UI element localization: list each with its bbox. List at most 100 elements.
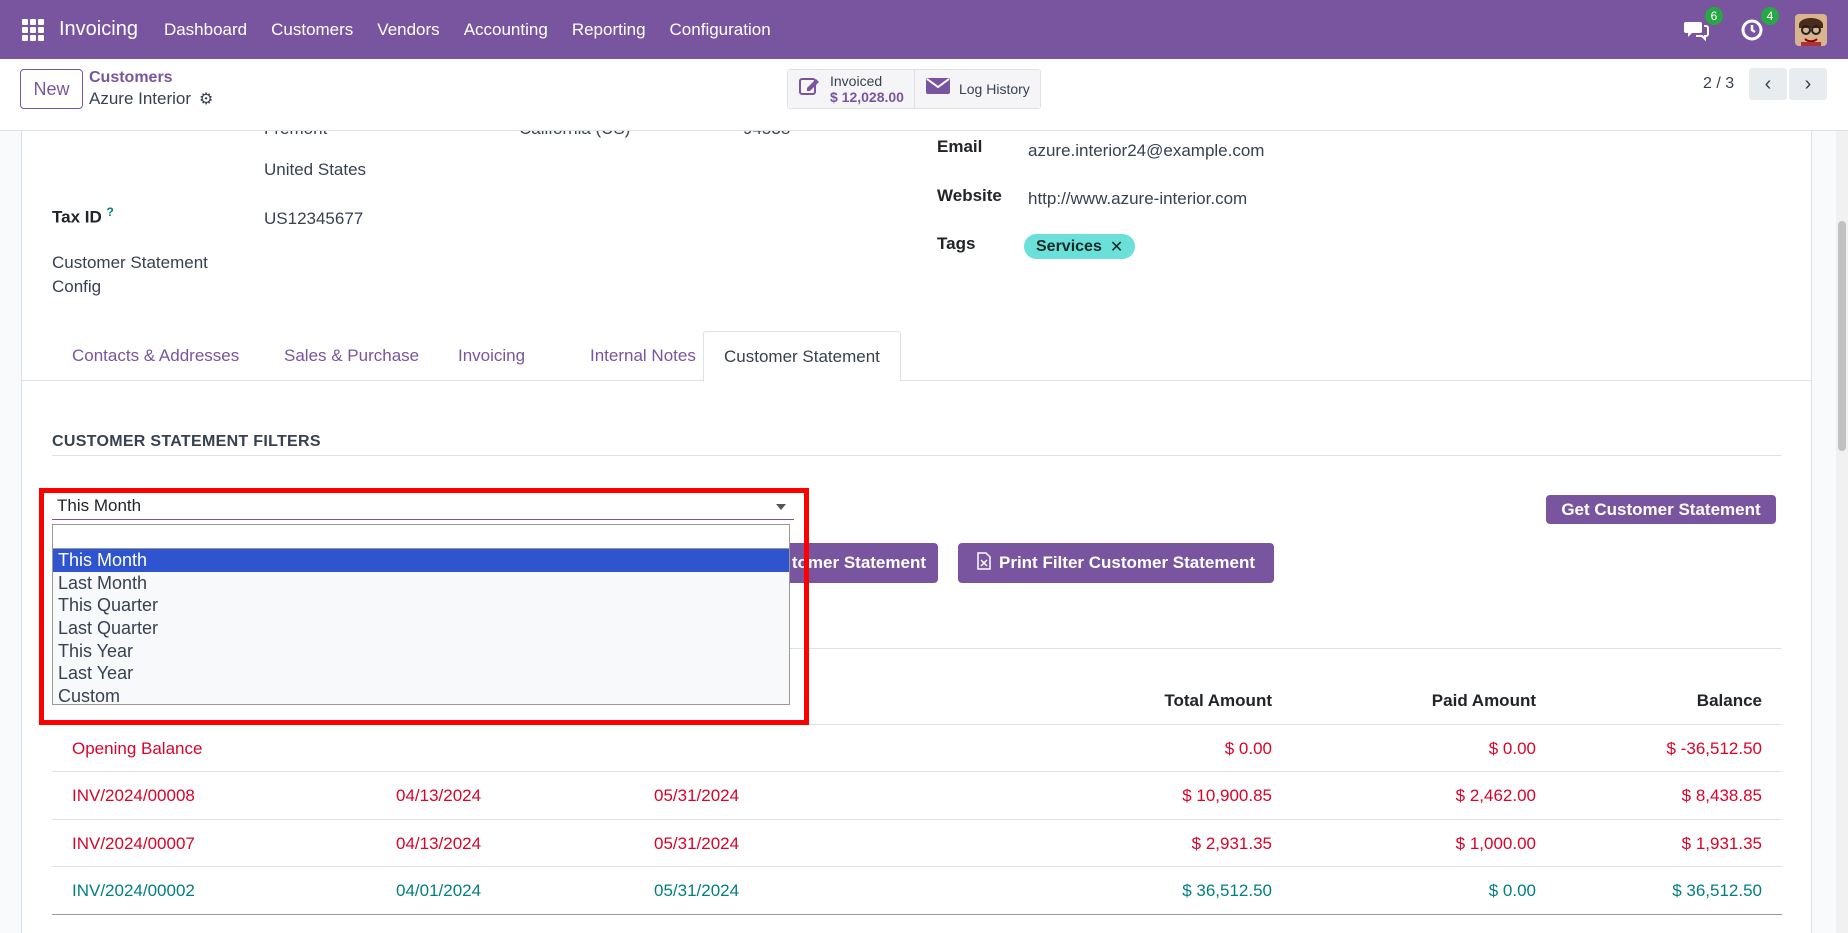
smart-buttons: Invoiced $ 12,028.00 Log History xyxy=(787,69,1041,109)
log-history-label: Log History xyxy=(958,81,1030,97)
invoice-balance: $ 36,512.50 xyxy=(1672,881,1762,900)
tax-id-label: Tax ID ? xyxy=(52,205,114,227)
menu-configuration[interactable]: Configuration xyxy=(669,19,771,39)
control-panel: New Customers Azure Interior ⚙ Invoiced … xyxy=(0,59,1848,131)
highlight-annotation xyxy=(39,488,809,725)
invoice-balance: $ 1,931.35 xyxy=(1681,834,1762,853)
option-last-year[interactable]: Last Year xyxy=(58,663,134,684)
menu-accounting[interactable]: Accounting xyxy=(463,19,548,39)
opening-total: $ 0.00 xyxy=(1224,739,1272,758)
col-total-amount[interactable]: Total Amount xyxy=(1164,691,1272,710)
dropdown-search-input[interactable] xyxy=(53,525,789,549)
option-this-year[interactable]: This Year xyxy=(58,640,134,661)
menu-customers[interactable]: Customers xyxy=(271,19,354,39)
col-balance[interactable]: Balance xyxy=(1696,691,1762,710)
menu-dashboard[interactable]: Dashboard xyxy=(163,19,248,39)
activities-clock-icon[interactable]: 4 xyxy=(1739,6,1779,43)
tags-label: Tags xyxy=(937,234,976,253)
option-this-quarter[interactable]: This Quarter xyxy=(58,595,159,616)
zip-field[interactable]: 94538 xyxy=(743,131,790,139)
invoice-paid: $ 2,462.00 xyxy=(1455,786,1536,805)
invoice-date: 04/01/2024 xyxy=(396,881,482,900)
apps-grid-icon[interactable] xyxy=(22,18,44,41)
invoiced-smart-button[interactable]: Invoiced $ 12,028.00 xyxy=(788,70,914,108)
opening-balance-label: Opening Balance xyxy=(72,739,203,758)
section-title: CUSTOMER STATEMENT FILTERS xyxy=(52,433,321,450)
gear-icon[interactable]: ⚙ xyxy=(199,91,214,108)
invoice-total: $ 2,931.35 xyxy=(1191,834,1272,853)
opening-balance: $ -36,512.50 xyxy=(1666,739,1762,758)
tab-customer-statement[interactable]: Customer Statement xyxy=(703,331,901,382)
option-last-month[interactable]: Last Month xyxy=(58,572,148,593)
breadcrumb-current: Azure Interior ⚙ xyxy=(89,89,213,109)
notebook-tabs: Contacts & Addresses Sales & Purchase In… xyxy=(22,331,1811,382)
help-tooltip-icon[interactable]: ? xyxy=(106,205,114,219)
top-navbar: Invoicing Dashboard Customers Vendors Ac… xyxy=(0,0,1848,59)
caret-down-icon xyxy=(776,504,786,510)
header-border xyxy=(52,724,1782,725)
tag-services: Services ✕ xyxy=(1024,234,1136,259)
date-filter-select[interactable]: This Month xyxy=(52,493,794,520)
option-this-month[interactable]: This Month xyxy=(53,549,789,572)
activities-badge: 4 xyxy=(1761,6,1779,25)
tab-sales-purchase[interactable]: Sales & Purchase xyxy=(284,346,420,365)
website-field[interactable]: http://www.azure-interior.com xyxy=(1028,189,1248,208)
table-top-border xyxy=(52,648,1782,649)
page-scrollbar[interactable] xyxy=(1836,131,1848,933)
date-filter-dropdown: This Month Last Month This Quarter Last … xyxy=(52,524,790,707)
invoiced-label: Invoiced xyxy=(830,73,883,89)
section-divider xyxy=(52,455,1782,456)
get-customer-statement-button[interactable]: Get Customer Statement xyxy=(1546,495,1776,524)
pager-value[interactable]: 2 / 3 xyxy=(1703,75,1735,92)
tax-id-field[interactable]: US12345677 xyxy=(264,209,364,228)
messages-badge: 6 xyxy=(1705,6,1723,25)
invoiced-value: $ 12,028.00 xyxy=(830,89,904,105)
tab-contacts-addresses[interactable]: Contacts & Addresses xyxy=(72,346,240,365)
option-last-quarter[interactable]: Last Quarter xyxy=(58,618,159,639)
scrollbar-thumb[interactable] xyxy=(1838,221,1846,451)
tab-invoicing[interactable]: Invoicing xyxy=(458,346,526,365)
menu-reporting[interactable]: Reporting xyxy=(571,19,646,39)
invoice-date: 04/13/2024 xyxy=(396,834,482,853)
invoice-paid: $ 0.00 xyxy=(1488,881,1536,900)
user-avatar[interactable] xyxy=(1795,13,1827,46)
website-label: Website xyxy=(937,186,1002,205)
city-field[interactable]: Fremont xyxy=(264,131,327,139)
pager-next-button[interactable]: › xyxy=(1789,68,1827,100)
invoice-date: 04/13/2024 xyxy=(396,786,482,805)
file-excel-icon xyxy=(977,551,991,575)
invoice-paid: $ 1,000.00 xyxy=(1455,834,1536,853)
invoice-due: 05/31/2024 xyxy=(654,834,740,853)
opening-paid: $ 0.00 xyxy=(1488,739,1536,758)
form-sheet: Fremont California (US) 94538 United Sta… xyxy=(21,131,1812,933)
option-custom[interactable]: Custom xyxy=(58,686,121,707)
print-filter-customer-statement-button[interactable]: Print Filter Customer Statement xyxy=(958,543,1274,583)
col-paid-amount[interactable]: Paid Amount xyxy=(1431,691,1536,710)
pager-previous-button[interactable]: ‹ xyxy=(1749,68,1787,100)
invoice-ref[interactable]: INV/2024/00002 xyxy=(72,881,195,900)
invoice-due: 05/31/2024 xyxy=(654,881,740,900)
new-button[interactable]: New xyxy=(20,69,83,109)
invoice-total: $ 10,900.85 xyxy=(1182,786,1272,805)
invoice-due: 05/31/2024 xyxy=(654,786,740,805)
state-field[interactable]: California (US) xyxy=(519,131,630,139)
table-bottom-border xyxy=(52,914,1782,915)
envelope-icon xyxy=(925,76,951,102)
tag-remove-icon[interactable]: ✕ xyxy=(1109,238,1124,256)
statement-config-label: Customer Statement Config xyxy=(52,253,208,296)
chevron-right-icon: › xyxy=(1804,72,1812,95)
invoice-ref[interactable]: INV/2024/00007 xyxy=(72,834,195,853)
country-field[interactable]: United States xyxy=(264,160,367,179)
menu-vendors[interactable]: Vendors xyxy=(377,19,440,39)
email-label: Email xyxy=(937,137,983,156)
breadcrumb-customers[interactable]: Customers xyxy=(89,69,173,86)
chevron-left-icon: ‹ xyxy=(1764,72,1772,95)
edit-square-icon xyxy=(798,75,822,103)
tab-internal-notes[interactable]: Internal Notes xyxy=(590,346,696,365)
app-name[interactable]: Invoicing xyxy=(59,18,138,40)
invoice-total: $ 36,512.50 xyxy=(1182,881,1272,900)
email-field[interactable]: azure.interior24@example.com xyxy=(1028,141,1265,160)
log-history-button[interactable]: Log History xyxy=(913,70,1040,108)
invoice-ref[interactable]: INV/2024/00008 xyxy=(72,786,195,805)
messages-icon[interactable]: 6 xyxy=(1683,6,1723,43)
